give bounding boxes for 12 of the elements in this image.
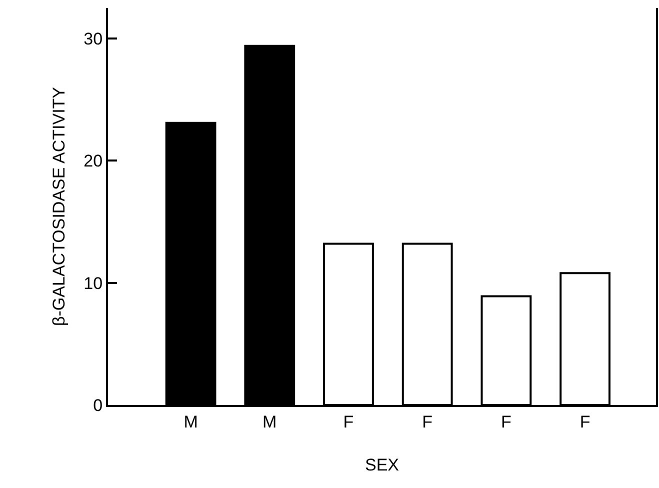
x-tick-label: F [422,412,433,432]
y-axis-title: β-GALACTOSIDASE ACTIVITY [50,86,69,326]
y-tick-label: 10 [84,274,103,293]
x-tick-label: M [262,412,277,432]
x-tick-label: F [500,412,512,432]
x-tick-label: F [580,412,590,432]
y-tick-label: 0 [93,396,103,415]
y-tick-label: 30 [84,29,103,48]
x-axis-title: SEX [364,455,400,474]
x-tick-label: M [184,412,198,432]
y-tick-label: 20 [84,152,103,171]
x-tick-label: F [343,412,354,432]
